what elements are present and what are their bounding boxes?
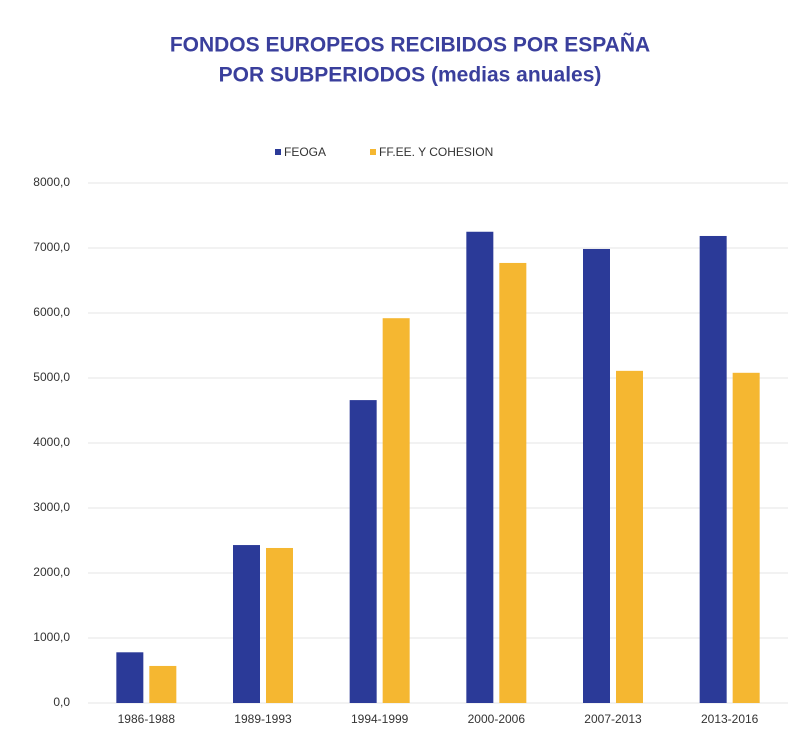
legend-label: FEOGA [284, 145, 326, 159]
legend-swatch [275, 149, 281, 155]
bar [266, 547, 293, 703]
bar [233, 545, 260, 703]
y-tick-label: 8000,0 [33, 175, 70, 189]
bar [583, 248, 610, 703]
y-tick-label: 4000,0 [33, 435, 70, 449]
bar [732, 372, 760, 703]
x-tick-label: 2013-2016 [701, 712, 759, 726]
x-tick-label: 2000-2006 [468, 712, 526, 726]
legend-swatch [370, 149, 376, 155]
x-tick-label: 1989-1993 [234, 712, 292, 726]
chart-title: FONDOS EUROPEOS RECIBIDOS POR ESPAÑA [170, 34, 650, 57]
y-tick-label: 2000,0 [33, 565, 70, 579]
y-tick-label: 5000,0 [33, 370, 70, 384]
y-tick-label: 7000,0 [33, 240, 70, 254]
chart-title: POR SUBPERIODOS (medias anuales) [219, 64, 602, 87]
y-tick-label: 3000,0 [33, 500, 70, 514]
x-tick-label: 1994-1999 [351, 712, 409, 726]
bar [466, 231, 494, 703]
bar [116, 652, 144, 703]
bar [349, 400, 377, 703]
bar [149, 665, 177, 703]
y-tick-label: 6000,0 [33, 305, 70, 319]
y-tick-label: 0,0 [53, 695, 70, 709]
bar [382, 318, 410, 703]
bar [616, 370, 643, 703]
bar [699, 235, 727, 703]
x-tick-label: 1986-1988 [118, 712, 176, 726]
bar [499, 262, 527, 703]
x-tick-label: 2007-2013 [584, 712, 642, 726]
legend-label: FF.EE. Y COHESION [379, 145, 493, 159]
y-tick-label: 1000,0 [33, 630, 70, 644]
